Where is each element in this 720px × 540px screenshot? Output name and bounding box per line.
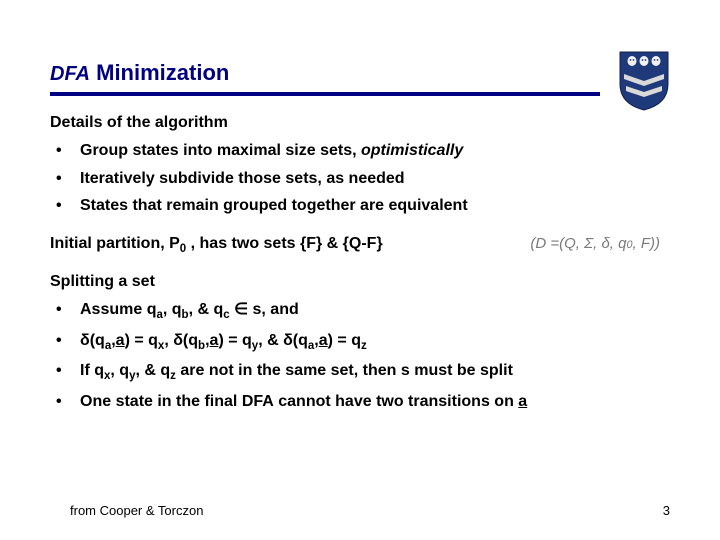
title-dfa: DFA bbox=[50, 63, 90, 85]
list-item: δ(qa,a) = qx, δ(qb,a) = qy, & δ(qa,a) = … bbox=[50, 330, 670, 355]
footer-source: from Cooper & Torczon bbox=[70, 503, 203, 518]
section1-heading: Details of the algorithm bbox=[50, 114, 670, 132]
list-item: Group states into maximal size sets, opt… bbox=[50, 140, 670, 162]
shield-logo bbox=[618, 50, 670, 112]
list-item: Iteratively subdivide those sets, as nee… bbox=[50, 168, 670, 190]
list-item: One state in the final DFA cannot have t… bbox=[50, 391, 670, 413]
list-item: If qx, qy, & qz are not in the same set,… bbox=[50, 360, 670, 385]
title-rule bbox=[50, 92, 600, 96]
footer: from Cooper & Torczon 3 bbox=[70, 503, 670, 518]
list-item: States that remain grouped together are … bbox=[50, 195, 670, 217]
page-number: 3 bbox=[663, 503, 670, 518]
section2-heading: Splitting a set bbox=[50, 273, 670, 291]
section1-bullets: Group states into maximal size sets, opt… bbox=[50, 140, 670, 217]
slide-title: DFA Minimization bbox=[50, 60, 670, 86]
partition-text: Initial partition, P0 , has two sets {F}… bbox=[50, 235, 383, 255]
title-rest: Minimization bbox=[90, 60, 229, 85]
list-item: Assume qa, qb, & qc ∈ s, and bbox=[50, 299, 670, 324]
dfa-definition: (D =(Q, Σ, δ, q0, F)) bbox=[530, 235, 660, 252]
partition-row: Initial partition, P0 , has two sets {F}… bbox=[50, 235, 660, 255]
section2-bullets: Assume qa, qb, & qc ∈ s, and δ(qa,a) = q… bbox=[50, 299, 670, 413]
